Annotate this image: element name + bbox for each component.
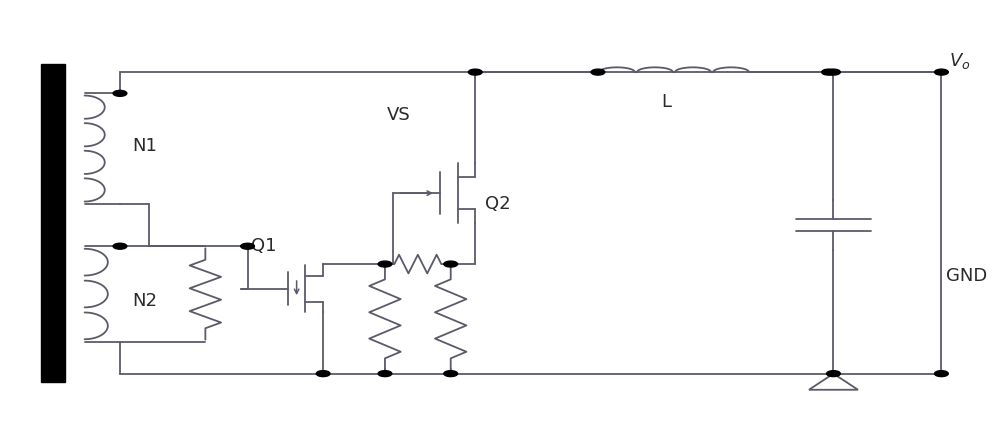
Circle shape [827, 371, 840, 377]
Circle shape [935, 69, 948, 75]
Circle shape [444, 371, 458, 377]
Circle shape [113, 243, 127, 249]
Circle shape [378, 371, 392, 377]
Circle shape [316, 371, 330, 377]
Circle shape [827, 69, 840, 75]
Circle shape [113, 90, 127, 96]
Text: V$_o$: V$_o$ [949, 52, 971, 71]
Text: Q1: Q1 [251, 237, 277, 255]
Bar [41, 64, 65, 382]
Circle shape [468, 69, 482, 75]
Circle shape [822, 69, 835, 75]
Circle shape [444, 261, 458, 267]
Text: Q2: Q2 [485, 195, 511, 213]
Text: N2: N2 [132, 292, 157, 310]
Text: GND: GND [946, 267, 988, 285]
Text: L: L [662, 93, 672, 111]
Text: VS: VS [387, 106, 411, 123]
Circle shape [935, 371, 948, 377]
Text: N1: N1 [132, 137, 157, 155]
Circle shape [591, 69, 605, 75]
Circle shape [378, 261, 392, 267]
Circle shape [241, 243, 254, 249]
